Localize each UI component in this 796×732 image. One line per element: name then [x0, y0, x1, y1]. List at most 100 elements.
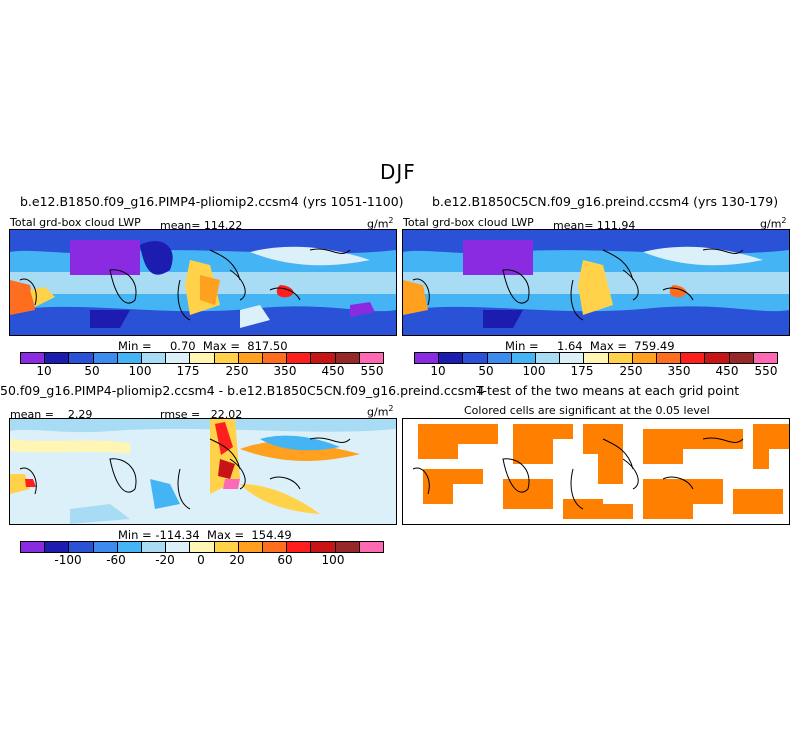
colorbar-cell — [729, 353, 754, 363]
panel3-title: 50.f09_g16.PIMP4-pliomip2.ccsm4 - b.e12.… — [0, 383, 485, 398]
colorbar-cell — [311, 542, 336, 552]
colorbar-tick-label: 550 — [754, 364, 778, 378]
panel3-rmse: rmse = 22.02 — [160, 408, 243, 421]
colorbar-tick-label: 50 — [84, 364, 100, 378]
colorbar-tick-label: 250 — [225, 364, 249, 378]
panel2-field — [403, 230, 789, 335]
colorbar-tick-label: 10 — [430, 364, 446, 378]
panel3-mean: mean = 2.29 — [10, 408, 93, 421]
panel1-colorbar — [20, 352, 384, 364]
panel1-mean: mean= 114.22 — [160, 219, 243, 232]
colorbar-cell — [21, 542, 46, 552]
colorbar-tick-label: 350 — [667, 364, 691, 378]
colorbar-cell — [681, 353, 706, 363]
colorbar-tick-label: 0 — [197, 553, 205, 567]
panel4-map — [402, 418, 790, 525]
colorbar-tick-label: 450 — [715, 364, 739, 378]
panel2-map — [402, 229, 790, 336]
colorbar-cell — [487, 353, 512, 363]
colorbar-tick-label: 100 — [321, 553, 345, 567]
panel3-colorbar — [20, 541, 384, 553]
panel2-minmax: Min = 1.64 Max = 759.49 — [505, 339, 675, 353]
colorbar-cell — [608, 353, 633, 363]
colorbar-cell — [117, 542, 143, 552]
colorbar-tick-label: 10 — [36, 364, 52, 378]
colorbar-cell — [142, 353, 167, 363]
colorbar-cell — [359, 353, 384, 363]
season-title: DJF — [380, 160, 416, 184]
colorbar-cell — [190, 542, 215, 552]
colorbar-cell — [166, 353, 191, 363]
panel4-subtitle: Colored cells are significant at the 0.0… — [464, 404, 710, 417]
colorbar-tick-label: 350 — [273, 364, 297, 378]
colorbar-tick-label: 175 — [570, 364, 594, 378]
colorbar-tick-label: 450 — [321, 364, 345, 378]
colorbar-tick-label: -60 — [106, 553, 126, 567]
panel2-title: b.e12.B1850C5CN.f09_g16.preind.ccsm4 (yr… — [432, 194, 779, 209]
colorbar-cell — [511, 353, 537, 363]
colorbar-tick-label: 50 — [478, 364, 494, 378]
panel3-field — [10, 419, 396, 524]
colorbar-cell — [190, 353, 215, 363]
colorbar-cell — [45, 353, 70, 363]
colorbar-cell — [45, 542, 70, 552]
panel1-subtitle: Total grd-box cloud LWP — [10, 216, 141, 229]
panel2-mean: mean= 111.94 — [553, 219, 636, 232]
colorbar-tick-label: 100 — [128, 364, 152, 378]
colorbar-cell — [214, 353, 239, 363]
colorbar-cell — [287, 542, 312, 552]
colorbar-cell — [584, 353, 609, 363]
panel1-units: g/m2 — [367, 216, 394, 231]
panel2-colorbar-labels: 10 50 100 175 250 350 450 550 — [414, 364, 778, 378]
colorbar-cell — [117, 353, 143, 363]
colorbar-cell — [238, 542, 264, 552]
panel1-map — [9, 229, 397, 336]
panel2-units: g/m2 — [760, 216, 787, 231]
colorbar-cell — [335, 353, 360, 363]
colorbar-cell — [359, 542, 384, 552]
colorbar-cell — [21, 353, 46, 363]
panel3-units: g/m2 — [367, 404, 394, 419]
panel3-map — [9, 418, 397, 525]
colorbar-cell — [415, 353, 440, 363]
colorbar-cell — [560, 353, 585, 363]
colorbar-cell — [93, 542, 118, 552]
panel2-subtitle: Total grd-box cloud LWP — [403, 216, 534, 229]
panel1-minmax: Min = 0.70 Max = 817.50 — [118, 339, 288, 353]
colorbar-cell — [166, 542, 191, 552]
colorbar-cell — [335, 542, 360, 552]
colorbar-tick-label: 60 — [277, 553, 293, 567]
panel1-field — [10, 230, 396, 335]
panel1-title: b.e12.B1850.f09_g16.PIMP4-pliomip2.ccsm4… — [20, 194, 404, 209]
colorbar-cell — [214, 542, 239, 552]
colorbar-tick-label: 100 — [522, 364, 546, 378]
panel1-colorbar-labels: 10 50 100 175 250 350 450 550 — [20, 364, 384, 378]
panel3-colorbar-labels: -100 -60 -20 0 20 60 100 — [20, 553, 382, 567]
colorbar-cell — [311, 353, 336, 363]
colorbar-cell — [536, 353, 561, 363]
panel2-colorbar — [414, 352, 778, 364]
colorbar-tick-label: 550 — [360, 364, 384, 378]
colorbar-cell — [657, 353, 682, 363]
colorbar-cell — [69, 542, 94, 552]
colorbar-cell — [142, 542, 167, 552]
colorbar-tick-label: -100 — [54, 553, 82, 567]
colorbar-cell — [439, 353, 464, 363]
panel4-field — [403, 419, 789, 524]
colorbar-cell — [263, 353, 288, 363]
colorbar-cell — [69, 353, 94, 363]
colorbar-cell — [263, 542, 288, 552]
colorbar-cell — [705, 353, 730, 363]
colorbar-tick-label: 20 — [229, 553, 245, 567]
colorbar-cell — [463, 353, 488, 363]
panel3-minmax: Min = -114.34 Max = 154.49 — [118, 528, 292, 542]
colorbar-tick-label: 175 — [176, 364, 200, 378]
colorbar-cell — [632, 353, 658, 363]
colorbar-cell — [287, 353, 312, 363]
colorbar-cell — [238, 353, 264, 363]
colorbar-tick-label: 250 — [619, 364, 643, 378]
colorbar-tick-label: -20 — [155, 553, 175, 567]
colorbar-cell — [93, 353, 118, 363]
colorbar-cell — [753, 353, 778, 363]
panel4-title: T-test of the two means at each grid poi… — [476, 383, 740, 398]
